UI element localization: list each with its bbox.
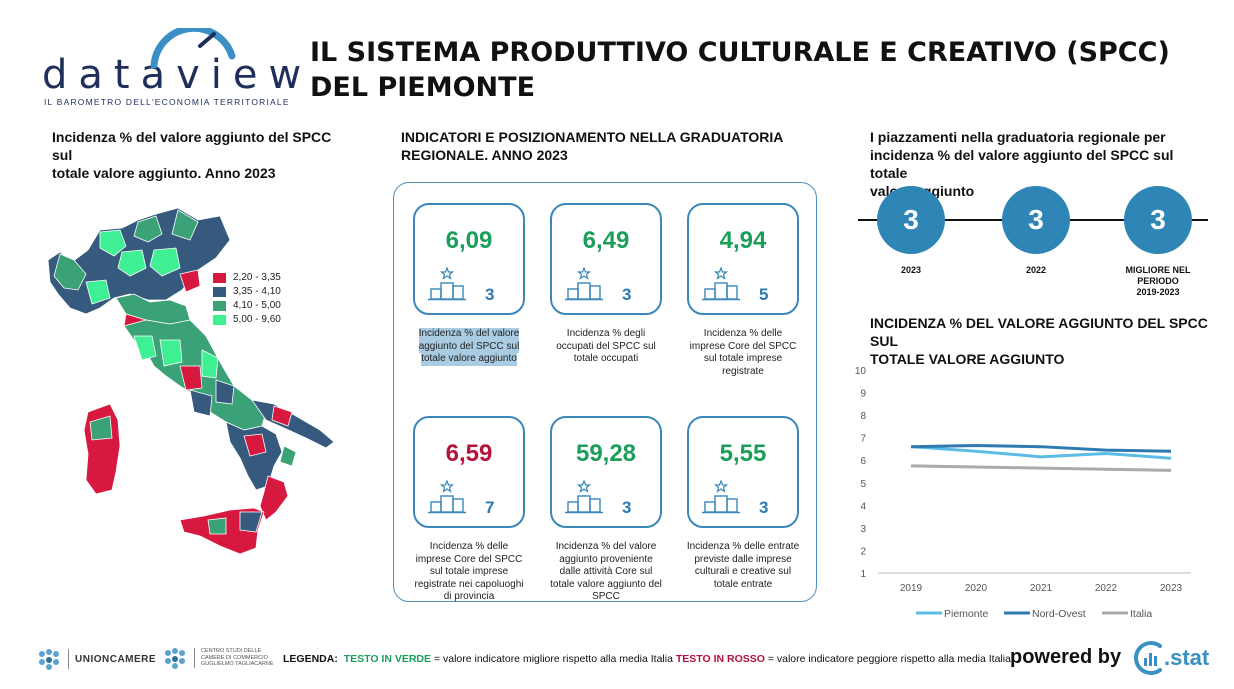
indicators-panel — [393, 182, 817, 602]
powered-by: powered by — [1010, 646, 1122, 668]
unioncamere-icon — [39, 649, 59, 670]
ranking-circle: 3 — [1002, 186, 1070, 254]
podium-icon — [564, 479, 604, 519]
indicators-title: INDICATORI E POSIZIONAMENTO NELLA GRADUA… — [401, 129, 784, 163]
indicator-description: Incidenza % delle entrate previste dalle … — [686, 541, 800, 590]
map-title: Incidenza % del valore aggiunto del SPCC… — [52, 129, 332, 181]
y-tick-label: 10 — [855, 366, 867, 377]
indicator-rank: 3 — [485, 285, 495, 304]
indicator-description: Incidenza % del valore aggiunto provenien… — [550, 541, 662, 602]
y-tick-label: 5 — [860, 479, 866, 490]
podium-icon — [427, 479, 467, 519]
indicator-card: 6,09 3 — [413, 203, 525, 315]
indicator-rank: 3 — [759, 498, 769, 517]
legend-label: Piemonte — [944, 608, 989, 620]
podium-icon — [701, 266, 741, 306]
dataview-logo: dataview — [42, 52, 313, 98]
legend-item: 3,35 - 4,10 — [213, 286, 281, 297]
indicator-card: 6,49 3 — [550, 203, 662, 315]
ranking-circle: 3 — [1124, 186, 1192, 254]
y-tick-label: 8 — [860, 411, 866, 422]
page-title: IL SISTEMA PRODUTTIVO CULTURALE E CREATI… — [310, 37, 1170, 103]
ranking-label: MIGLIORE NEL PERIODO 2019-2023 — [1125, 265, 1191, 297]
unioncamere-logo: UNIONCAMERE — [36, 648, 156, 670]
legend-label: Nord-Ovest — [1032, 608, 1086, 620]
italy-map — [47, 207, 335, 555]
legend-label: Italia — [1130, 608, 1152, 620]
indicator-rank: 5 — [759, 285, 769, 304]
cstat-logo: .stat — [1132, 640, 1209, 676]
legend-item: 2,20 - 3,35 — [213, 272, 281, 283]
series-line-piemonte — [910, 445, 1172, 460]
tagliacarne-logo: CENTRO STUDI DELLE CAMERE DI COMMERCIO G… — [162, 647, 274, 669]
line-chart: 1 2 3 4 5 6 7 8 9 10 2019 2020 2021 2022 2023 Piemonte N… — [855, 366, 1191, 620]
podium-icon — [564, 266, 604, 306]
y-tick-label: 7 — [860, 434, 866, 445]
indicator-description: Incidenza % delle imprese Core del SPCC su… — [414, 541, 524, 602]
indicator-card: 5,55 3 — [687, 416, 799, 528]
y-tick-label: 2 — [860, 546, 866, 557]
podium-icon — [701, 479, 741, 519]
indicator-description: Incidenza % degli occupati del SPCC sul to… — [556, 328, 656, 364]
indicator-value: 6,59 — [445, 440, 493, 467]
series-line-italia — [910, 464, 1172, 472]
indicator-card: 59,28 3 — [550, 416, 662, 528]
tagliacarne-icon — [165, 648, 185, 669]
indicator-rank: 3 — [622, 498, 632, 517]
ranking-label: 2023 — [900, 265, 922, 275]
indicator-value: 5,55 — [719, 440, 767, 467]
indicator-value: 59,28 — [575, 440, 637, 467]
y-tick-label: 3 — [860, 524, 866, 535]
y-tick-label: 6 — [860, 456, 866, 467]
ranking-label: 2022 — [1025, 265, 1047, 275]
indicator-description: Incidenza % delle imprese Core del SPCC su… — [689, 328, 797, 377]
indicator-value: 6,09 — [445, 227, 493, 254]
x-tick-label: 2023 — [1160, 583, 1183, 594]
y-tick-label: 4 — [860, 501, 866, 512]
indicator-card: 4,94 5 — [687, 203, 799, 315]
podium-icon — [427, 266, 467, 306]
series-line-nord-ovest — [910, 444, 1172, 453]
indicator-description: Incidenza % del valore aggiunto del SPCC … — [418, 328, 520, 366]
x-tick-label: 2021 — [1030, 583, 1053, 594]
ranking-circle: 3 — [877, 186, 945, 254]
x-tick-label: 2022 — [1095, 583, 1118, 594]
cstat-icon — [1134, 641, 1162, 675]
chart-title: INCIDENZA % DEL VALORE AGGIUNTO DEL SPCC… — [870, 315, 1208, 367]
indicator-value: 6,49 — [582, 227, 630, 254]
map-legend: 2,20 - 3,35 3,35 - 4,10 4,10 - 5,00 5,00… — [213, 272, 281, 328]
y-tick-label: 1 — [860, 569, 866, 580]
indicator-rank: 3 — [622, 285, 632, 304]
legend-item: 5,00 - 9,60 — [213, 314, 281, 325]
x-tick-label: 2020 — [965, 583, 988, 594]
indicator-value: 4,94 — [719, 227, 767, 254]
footer-legend: LEGENDA: TESTO IN VERDE = valore indicat… — [283, 653, 1011, 665]
y-tick-label: 9 — [860, 389, 866, 400]
indicator-rank: 7 — [485, 498, 495, 517]
gauge-logo-icon — [150, 28, 236, 68]
logo-tagline: IL BAROMETRO DELL'ECONOMIA TERRITORIALE — [44, 97, 290, 107]
legend-item: 4,10 - 5,00 — [213, 300, 281, 311]
indicator-card: 6,59 7 — [413, 416, 525, 528]
x-tick-label: 2019 — [900, 583, 923, 594]
